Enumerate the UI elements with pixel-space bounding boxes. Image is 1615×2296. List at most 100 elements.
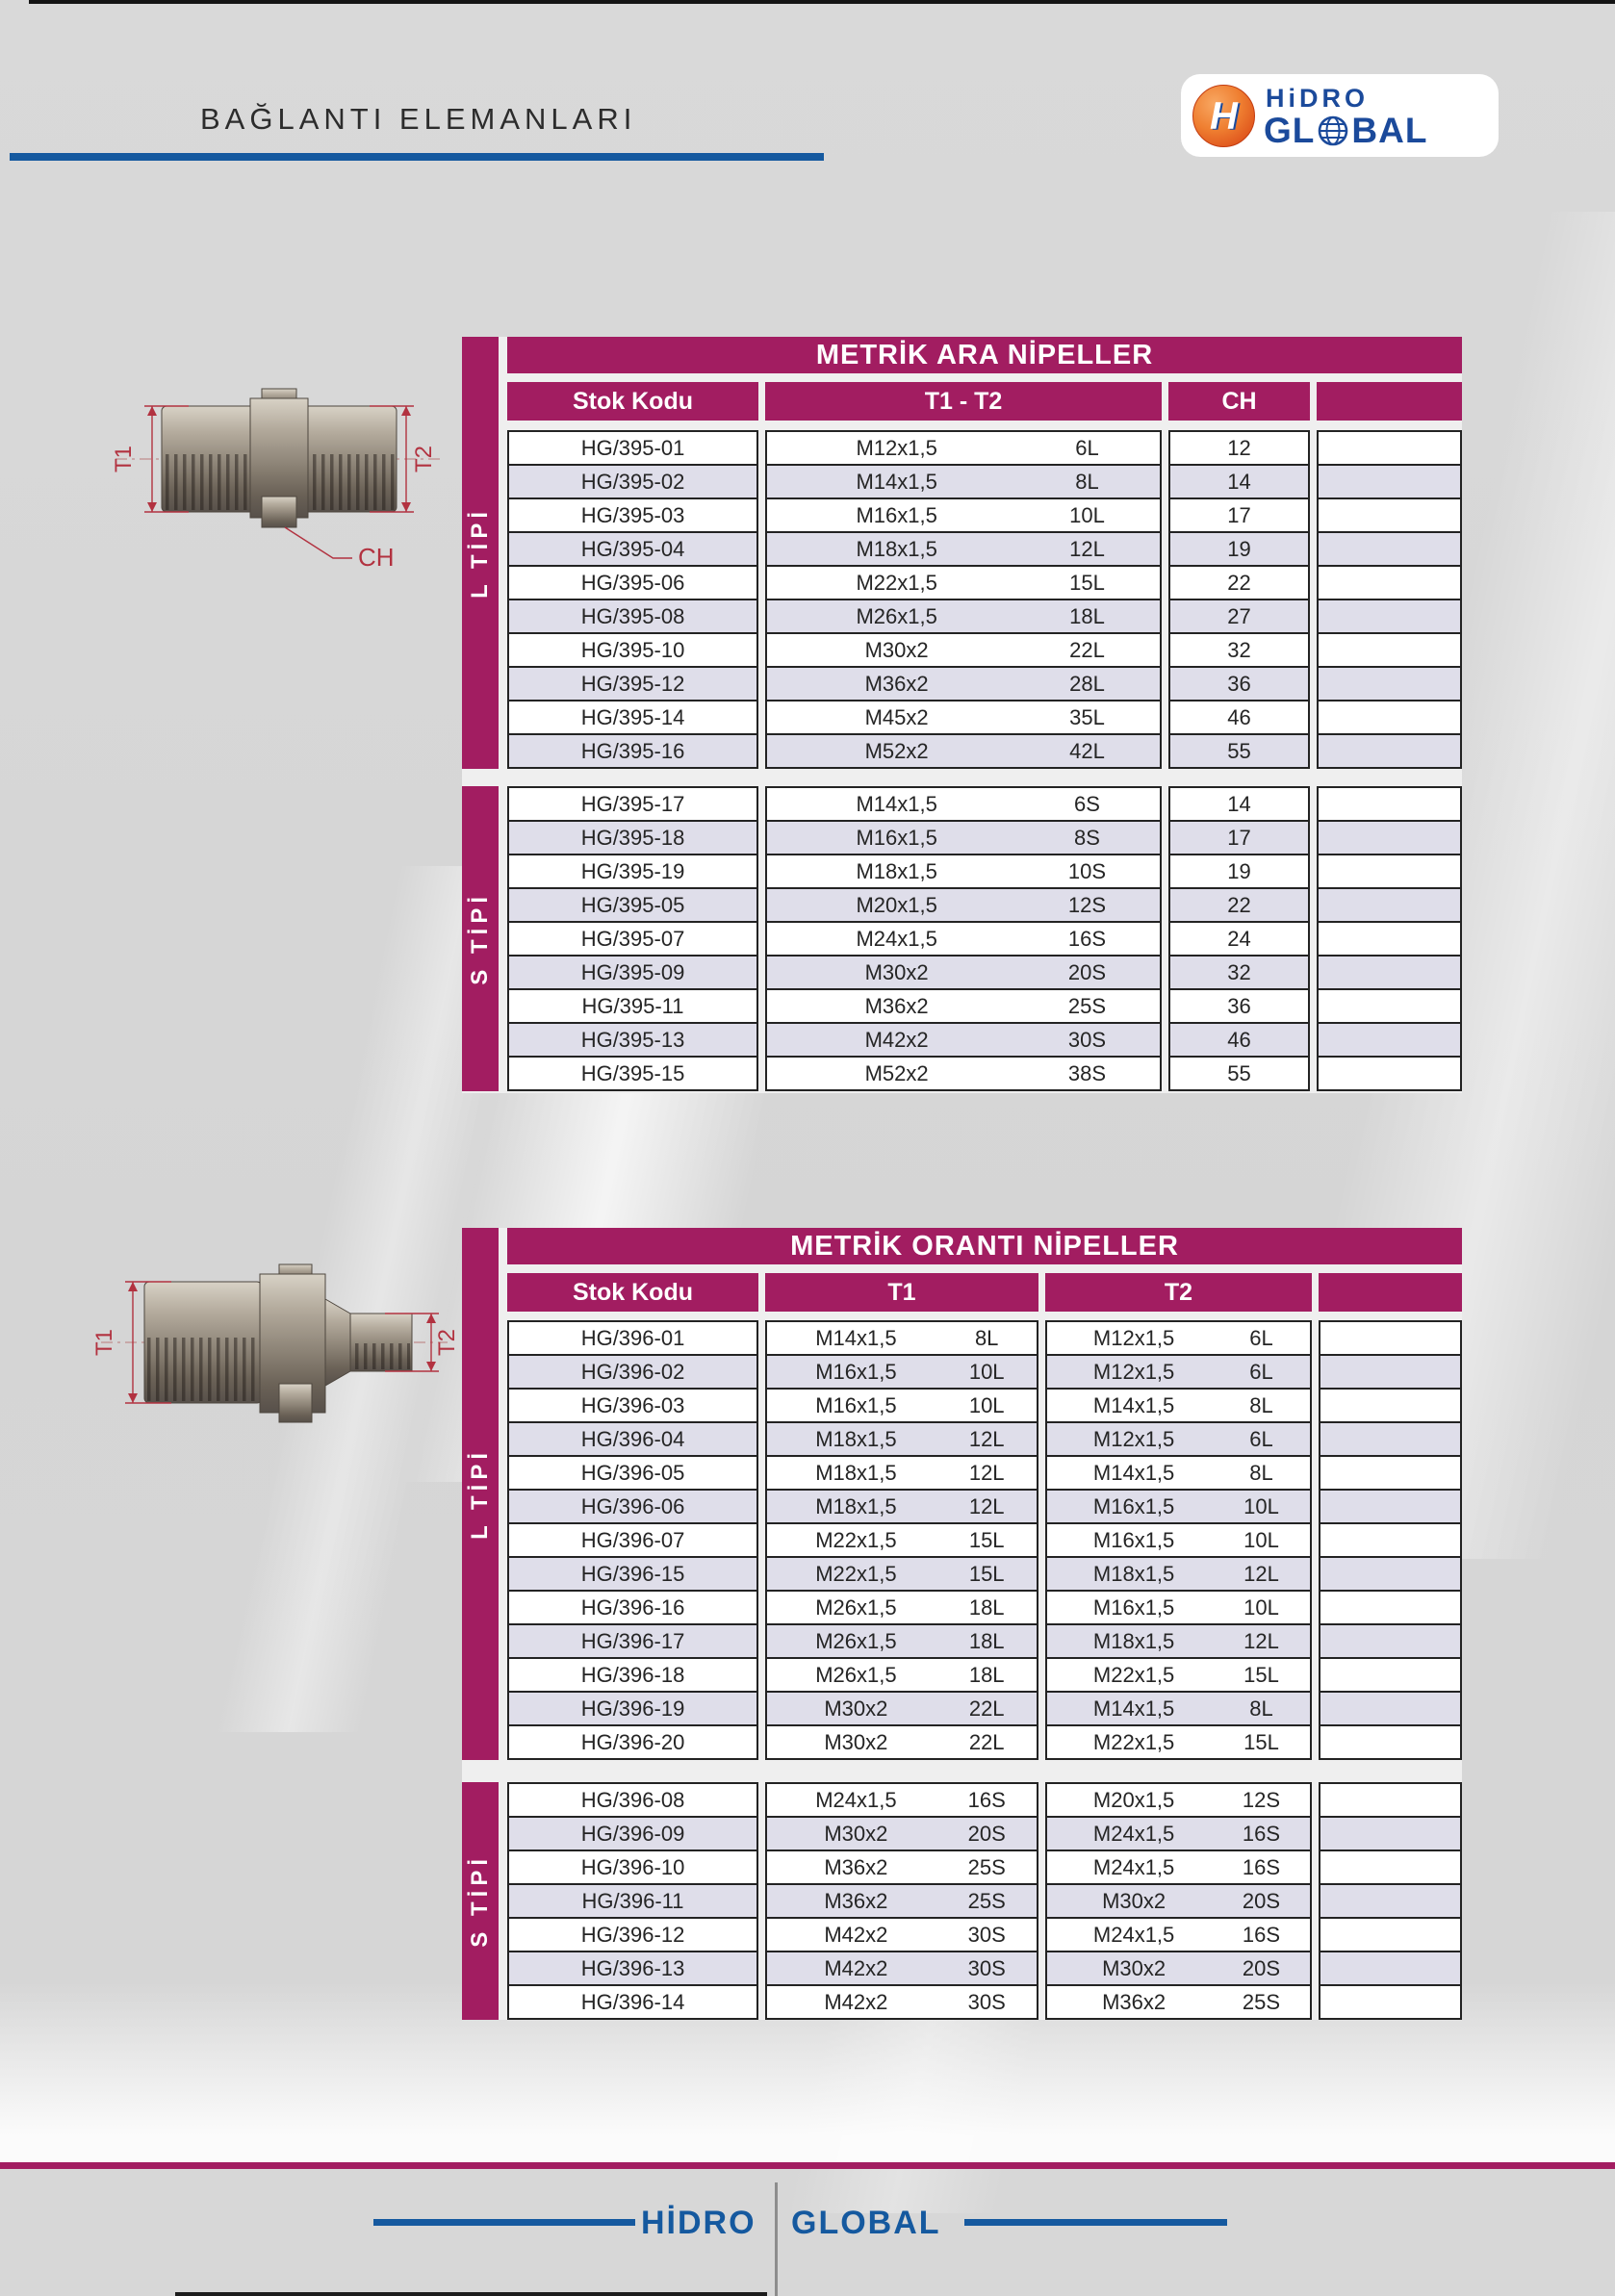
globe-icon (1319, 115, 1348, 145)
t1-cell: M30x2 22L (765, 1691, 1038, 1726)
table-row: HG/395-01 M12x1,5 6L 12 (507, 430, 1462, 466)
ch-cell: 14 (1168, 786, 1310, 822)
logo-monogram: H (1210, 94, 1238, 138)
tube-size-value: 12L (968, 1460, 1005, 1485)
column-header-t2: T2 (1045, 1273, 1312, 1312)
stock-code-cell: HG/396-11 (507, 1883, 758, 1919)
tube-size-value: 6L (1249, 1426, 1273, 1451)
thread-value: M12x1,5 (1092, 1325, 1175, 1350)
table1-title: METRİK ARA NİPELLER (507, 337, 1462, 373)
stock-code-cell: HG/396-16 (507, 1590, 758, 1625)
thread-value: M30x2 (1102, 1955, 1166, 1980)
t1-t2-cell: M16x1,5 10L (765, 497, 1162, 533)
t1-t2-cell: M18x1,5 12L (765, 531, 1162, 567)
thread-value: M22x1,5 (815, 1527, 897, 1552)
t1-t2-cell: M30x2 22L (765, 632, 1162, 668)
tube-size-value: 16S (1067, 926, 1107, 951)
tube-size-value: 16S (967, 1787, 1006, 1812)
empty-cell (1319, 1489, 1462, 1524)
t1-t2-cell: M12x1,5 6L (765, 430, 1162, 466)
empty-cell (1319, 1850, 1462, 1885)
empty-cell (1317, 497, 1462, 533)
logo-global-right: BAL (1351, 111, 1428, 150)
stock-code-cell: HG/396-18 (507, 1657, 758, 1693)
thread-value: M16x1,5 (1092, 1493, 1175, 1518)
tube-size-value: 8L (1249, 1392, 1273, 1417)
t2-cell: M14x1,5 8L (1045, 1691, 1312, 1726)
table-row: HG/395-14 M45x2 35L 46 (507, 700, 1462, 735)
table-row: HG/395-16 M52x2 42L 55 (507, 733, 1462, 769)
empty-cell (1317, 955, 1462, 990)
footer-divider-line (775, 2182, 778, 2296)
table-row: HG/396-05 M18x1,5 12L M14x1,5 8L (507, 1455, 1462, 1491)
table-row: HG/395-18 M16x1,5 8S 17 (507, 820, 1462, 855)
table2-ltipi-rows: HG/396-01 M14x1,5 8L M12x1,5 6L HG/396-0… (507, 1320, 1462, 1760)
table-row: HG/395-15 M52x2 38S 55 (507, 1056, 1462, 1091)
table-row: HG/395-13 M42x2 30S 46 (507, 1022, 1462, 1058)
tube-size-value: 28L (1069, 671, 1105, 696)
tube-size-value: 20S (967, 1821, 1006, 1846)
empty-cell (1317, 531, 1462, 567)
empty-cell (1317, 887, 1462, 923)
t1-t2-cell: M42x2 30S (765, 1022, 1162, 1058)
table-row: HG/396-18 M26x1,5 18L M22x1,5 15L (507, 1657, 1462, 1693)
tube-size-value: 12L (968, 1493, 1005, 1518)
table2-stipi-rows: HG/396-08 M24x1,5 16S M20x1,5 12S HG/396… (507, 1782, 1462, 2020)
page-title: BAĞLANTI ELEMANLARI (200, 102, 637, 136)
t1-cell: M42x2 30S (765, 1951, 1038, 1986)
thread-value: M14x1,5 (1092, 1460, 1175, 1485)
tube-size-value: 22L (968, 1696, 1005, 1721)
title-underline (10, 153, 824, 161)
stock-code-cell: HG/396-03 (507, 1388, 758, 1423)
table-row: HG/396-06 M18x1,5 12L M16x1,5 10L (507, 1489, 1462, 1524)
empty-cell (1319, 1657, 1462, 1693)
tube-size-value: 15L (968, 1561, 1005, 1586)
stock-code-cell: HG/395-14 (507, 700, 758, 735)
t1-t2-cell: M52x2 42L (765, 733, 1162, 769)
empty-cell (1319, 1883, 1462, 1919)
tube-size-value: 18L (1069, 603, 1105, 628)
ch-cell: 24 (1168, 921, 1310, 957)
thread-value: M26x1,5 (815, 1594, 897, 1620)
thread-value: M36x2 (864, 671, 929, 696)
stock-code-cell: HG/395-01 (507, 430, 758, 466)
stock-code-cell: HG/395-09 (507, 955, 758, 990)
stock-code-cell: HG/395-19 (507, 854, 758, 889)
stock-code-cell: HG/395-11 (507, 988, 758, 1024)
footer-rule-right (964, 2219, 1227, 2226)
t2-cell: M30x2 20S (1045, 1951, 1312, 1986)
tube-size-value: 30S (967, 1955, 1006, 1980)
empty-cell (1319, 1917, 1462, 1952)
thread-value: M20x1,5 (1092, 1787, 1175, 1812)
t2-cell: M22x1,5 15L (1045, 1657, 1312, 1693)
tube-size-value: 35L (1069, 704, 1105, 729)
t1-cell: M24x1,5 16S (765, 1782, 1038, 1818)
empty-cell (1319, 1691, 1462, 1726)
dim-label-t1: T1 (111, 446, 137, 472)
tube-size-value: 25S (967, 1888, 1006, 1913)
thread-value: M18x1,5 (815, 1426, 897, 1451)
side-label-l-tipi: L TİPİ (467, 1448, 493, 1540)
table-row: HG/395-07 M24x1,5 16S 24 (507, 921, 1462, 957)
thread-value: M18x1,5 (856, 858, 937, 883)
dim-label-t2: T2 (434, 1329, 460, 1356)
tube-size-value: 42L (1069, 738, 1105, 763)
thread-value: M42x2 (824, 1989, 888, 2014)
fitting-diagram-equal-nipple: T1 T2 CH (111, 388, 445, 572)
empty-cell (1317, 632, 1462, 668)
t1-cell: M36x2 25S (765, 1883, 1038, 1919)
t1-cell: M22x1,5 15L (765, 1556, 1038, 1592)
thread-value: M30x2 (1102, 1888, 1166, 1913)
ch-cell: 17 (1168, 820, 1310, 855)
table-row: HG/396-17 M26x1,5 18L M18x1,5 12L (507, 1623, 1462, 1659)
tube-size-value: 25S (967, 1854, 1006, 1879)
t1-t2-cell: M24x1,5 16S (765, 921, 1162, 957)
tube-size-value: 12S (1067, 892, 1107, 917)
stock-code-cell: HG/395-06 (507, 565, 758, 600)
t1-t2-cell: M36x2 28L (765, 666, 1162, 702)
ch-cell: 55 (1168, 733, 1310, 769)
dim-label-t1: T1 (91, 1329, 117, 1356)
t1-cell: M30x2 20S (765, 1816, 1038, 1851)
empty-cell (1317, 464, 1462, 499)
table-row: HG/396-03 M16x1,5 10L M14x1,5 8L (507, 1388, 1462, 1423)
